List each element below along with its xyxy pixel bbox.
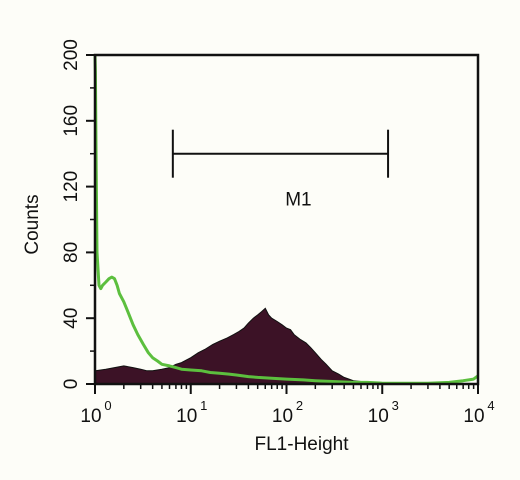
y-tick-label: 40	[61, 308, 82, 329]
x-tick-label: 10	[272, 406, 293, 427]
x-tick-exponent: 0	[104, 398, 111, 413]
plot-content	[93, 54, 479, 385]
y-tick-label: 0	[61, 379, 82, 390]
x-tick-exponent: 2	[296, 398, 303, 413]
y-tick-label: 160	[61, 105, 82, 137]
series-1-line	[93, 54, 479, 385]
x-tick-label: 10	[463, 406, 484, 427]
x-tick-label: 10	[80, 406, 101, 427]
x-tick-exponent: 3	[392, 398, 399, 413]
x-tick-label: 10	[368, 406, 389, 427]
x-tick-label: 10	[176, 406, 197, 427]
marker-label: M1	[285, 190, 311, 211]
x-tick-exponent: 4	[487, 398, 494, 413]
x-tick-exponent: 1	[200, 398, 207, 413]
y-axis-title: Counts	[22, 194, 43, 254]
y-tick-label: 120	[61, 171, 82, 203]
marker-m1: M1	[171, 129, 390, 211]
y-tick-label: 80	[61, 242, 82, 263]
y-tick-label: 200	[61, 39, 82, 71]
series-0-area	[94, 307, 478, 385]
x-axis-title: FL1-Height	[255, 434, 350, 455]
y-axis-ticks: 0 40 80 120 160 200	[61, 39, 95, 389]
